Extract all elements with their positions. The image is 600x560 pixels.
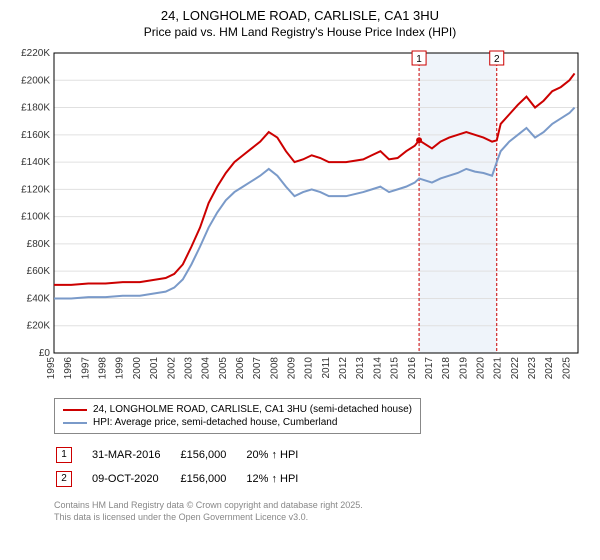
svg-text:2019: 2019 bbox=[458, 357, 469, 380]
svg-text:2022: 2022 bbox=[510, 357, 521, 380]
svg-text:1999: 1999 bbox=[115, 357, 126, 380]
marker-price: £156,000 bbox=[180, 468, 244, 490]
svg-text:2012: 2012 bbox=[338, 357, 349, 380]
svg-text:1995: 1995 bbox=[46, 357, 57, 380]
marker-date: 31-MAR-2016 bbox=[92, 444, 178, 466]
svg-text:£80K: £80K bbox=[27, 239, 51, 250]
svg-text:£40K: £40K bbox=[27, 293, 51, 304]
chart-container: £0£20K£40K£60K£80K£100K£120K£140K£160K£1… bbox=[12, 47, 588, 392]
svg-text:1: 1 bbox=[416, 54, 422, 65]
svg-text:2: 2 bbox=[494, 54, 500, 65]
svg-text:£20K: £20K bbox=[27, 321, 51, 332]
svg-text:2005: 2005 bbox=[218, 357, 229, 380]
svg-text:£220K: £220K bbox=[21, 48, 50, 59]
marker-number-box: 2 bbox=[56, 471, 72, 487]
svg-text:£200K: £200K bbox=[21, 75, 50, 86]
legend-box: 24, LONGHOLME ROAD, CARLISLE, CA1 3HU (s… bbox=[54, 398, 421, 434]
svg-text:2018: 2018 bbox=[441, 357, 452, 380]
svg-text:2008: 2008 bbox=[269, 357, 280, 380]
svg-text:£120K: £120K bbox=[21, 184, 50, 195]
footer-text: Contains HM Land Registry data © Crown c… bbox=[54, 500, 588, 523]
svg-text:£100K: £100K bbox=[21, 212, 50, 223]
marker-pct: 20% ↑ HPI bbox=[246, 444, 316, 466]
svg-text:2010: 2010 bbox=[304, 357, 315, 380]
svg-text:£160K: £160K bbox=[21, 130, 50, 141]
svg-text:2025: 2025 bbox=[561, 357, 572, 380]
svg-text:2013: 2013 bbox=[355, 357, 366, 380]
svg-text:1996: 1996 bbox=[63, 357, 74, 380]
marker-row: 1 31-MAR-2016£156,00020% ↑ HPI bbox=[56, 444, 316, 466]
svg-text:2016: 2016 bbox=[407, 357, 418, 380]
svg-text:2011: 2011 bbox=[321, 357, 332, 379]
svg-text:£140K: £140K bbox=[21, 157, 50, 168]
marker-price: £156,000 bbox=[180, 444, 244, 466]
legend-label: 24, LONGHOLME ROAD, CARLISLE, CA1 3HU (s… bbox=[93, 404, 412, 415]
marker-number-box: 1 bbox=[56, 447, 72, 463]
svg-text:2014: 2014 bbox=[372, 357, 383, 380]
marker-row: 2 09-OCT-2020£156,00012% ↑ HPI bbox=[56, 468, 316, 490]
svg-text:2020: 2020 bbox=[476, 357, 487, 380]
svg-text:2001: 2001 bbox=[149, 357, 160, 380]
legend-swatch bbox=[63, 409, 87, 411]
svg-text:2003: 2003 bbox=[183, 357, 194, 380]
marker-date: 09-OCT-2020 bbox=[92, 468, 178, 490]
svg-text:2004: 2004 bbox=[201, 357, 212, 380]
legend-item: 24, LONGHOLME ROAD, CARLISLE, CA1 3HU (s… bbox=[63, 403, 412, 416]
footer-line1: Contains HM Land Registry data © Crown c… bbox=[54, 500, 588, 512]
svg-text:2009: 2009 bbox=[287, 357, 298, 380]
price-chart: £0£20K£40K£60K£80K£100K£120K£140K£160K£1… bbox=[12, 47, 588, 387]
legend-label: HPI: Average price, semi-detached house,… bbox=[93, 417, 337, 428]
svg-text:2024: 2024 bbox=[544, 357, 555, 380]
svg-text:1998: 1998 bbox=[98, 357, 109, 380]
page-subtitle: Price paid vs. HM Land Registry's House … bbox=[12, 25, 588, 39]
svg-text:1997: 1997 bbox=[80, 357, 91, 380]
footer-line2: This data is licensed under the Open Gov… bbox=[54, 512, 588, 524]
svg-text:2017: 2017 bbox=[424, 357, 435, 380]
marker-table: 1 31-MAR-2016£156,00020% ↑ HPI 2 09-OCT-202… bbox=[54, 442, 318, 492]
legend-item: HPI: Average price, semi-detached house,… bbox=[63, 416, 412, 429]
marker-pct: 12% ↑ HPI bbox=[246, 468, 316, 490]
svg-text:£180K: £180K bbox=[21, 103, 50, 114]
svg-text:£60K: £60K bbox=[27, 266, 51, 277]
svg-text:2021: 2021 bbox=[493, 357, 504, 380]
svg-text:2000: 2000 bbox=[132, 357, 143, 380]
svg-text:2015: 2015 bbox=[390, 357, 401, 380]
svg-text:2023: 2023 bbox=[527, 357, 538, 380]
svg-text:2006: 2006 bbox=[235, 357, 246, 380]
svg-text:2007: 2007 bbox=[252, 357, 263, 380]
page-title: 24, LONGHOLME ROAD, CARLISLE, CA1 3HU bbox=[12, 8, 588, 23]
legend-swatch bbox=[63, 422, 87, 424]
svg-text:2002: 2002 bbox=[166, 357, 177, 380]
